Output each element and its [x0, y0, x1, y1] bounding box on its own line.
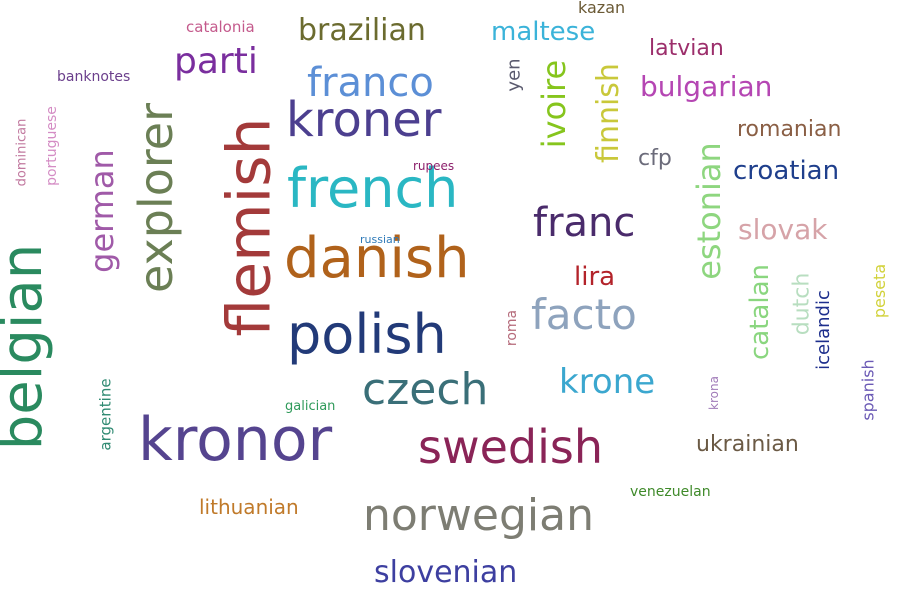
word-slovak: slovak [738, 213, 828, 246]
word-galician: galician [285, 399, 336, 414]
word-portuguese: portuguese [43, 106, 60, 186]
word-catalonia: catalonia [186, 18, 255, 36]
word-brazilian: brazilian [298, 13, 426, 48]
word-french: french [287, 157, 459, 220]
word-roma: roma [504, 309, 521, 347]
word-polish: polish [287, 303, 447, 366]
word-icelandic: icelandic [812, 290, 834, 370]
word-swedish: swedish [418, 420, 603, 474]
word-danish: danish [284, 226, 470, 291]
word-kazan: kazan [578, 0, 626, 17]
word-dutch: dutch [789, 272, 815, 336]
word-lira: lira [574, 262, 616, 292]
word-kronor: kronor [138, 405, 333, 475]
word-argentine: argentine [96, 378, 115, 451]
word-krone: krone [559, 362, 656, 402]
word-norwegian: norwegian [363, 490, 594, 541]
word-lithuanian: lithuanian [199, 495, 299, 519]
word-rupees: rupees [413, 159, 455, 173]
word-slovenian: slovenian [374, 555, 518, 590]
word-romanian: romanian [737, 117, 842, 142]
word-catalan: catalan [745, 264, 775, 360]
word-ivoire: ivoire [535, 59, 574, 149]
word-russian: russian [360, 233, 400, 246]
word-peseta: peseta [870, 263, 890, 319]
word-krona: krona [706, 376, 721, 410]
word-belgian: belgian [0, 243, 56, 451]
word-maltese: maltese [491, 17, 596, 47]
word-spanish: spanish [858, 359, 878, 421]
word-estonian: estonian [689, 142, 728, 280]
word-bulgarian: bulgarian [640, 70, 773, 103]
word-finnish: finnish [590, 63, 626, 163]
word-latvian: latvian [649, 36, 724, 61]
word-facto: facto [531, 290, 637, 339]
word-parti: parti [174, 41, 258, 82]
word-franco: franco [307, 60, 434, 106]
word-croatian: croatian [733, 156, 840, 186]
word-yen: yen [503, 58, 525, 92]
word-explorer: explorer [128, 103, 183, 293]
word-cfp: cfp [638, 146, 672, 171]
word-dominican: dominican [14, 118, 30, 187]
word-german: german [82, 149, 121, 273]
word-czech: czech [362, 364, 489, 415]
word-banknotes: banknotes [57, 69, 131, 85]
word-franc: franc [533, 200, 636, 246]
word-venezuelan: venezuelan [630, 484, 711, 500]
word-flemish: flemish [214, 117, 285, 337]
word-kroner: kroner [286, 92, 442, 148]
word-ukrainian: ukrainian [696, 432, 799, 457]
